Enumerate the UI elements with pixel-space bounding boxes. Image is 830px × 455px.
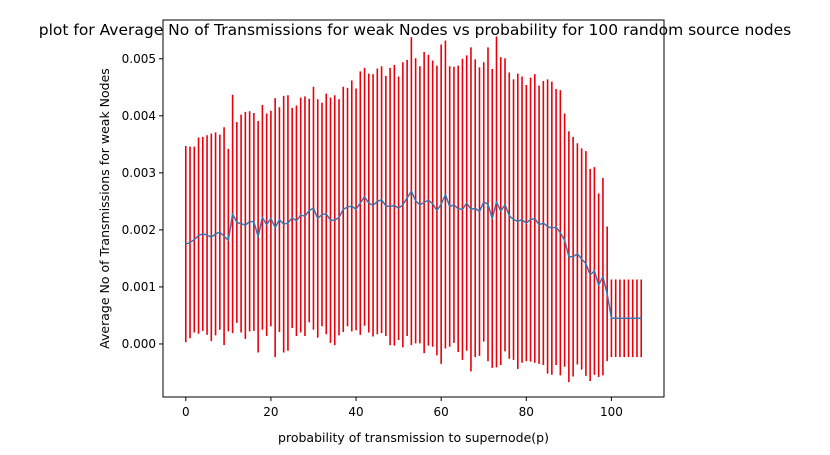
y-tick-label: 0.003 (122, 166, 156, 180)
x-tick-label: 100 (600, 405, 623, 419)
series-mean-line (185, 190, 642, 320)
y-axis-label: Average No of Transmissions for weak Nod… (97, 68, 112, 349)
mean-line-group (185, 190, 642, 320)
y-tick-label: 0.002 (122, 223, 156, 237)
x-tick-label: 60 (434, 405, 449, 419)
y-tick-label: 0.000 (122, 337, 156, 351)
y-tick-label: 0.004 (122, 109, 156, 123)
error-bars (184, 36, 643, 383)
y-axis: 0.000 0.001 0.002 0.003 0.004 0.005 (122, 52, 163, 351)
plot-frame (162, 19, 665, 398)
x-tick-label: 40 (348, 405, 363, 419)
x-axis: 0 20 40 60 80 100 (182, 397, 623, 419)
y-tick-label: 0.005 (122, 52, 156, 66)
y-tick-label: 0.001 (122, 280, 156, 294)
x-tick-label: 80 (519, 405, 534, 419)
x-tick-label: 0 (182, 405, 190, 419)
x-axis-label: probability of transmission to supernode… (278, 430, 549, 445)
chart-title: plot for Average No of Transmissions for… (39, 21, 792, 39)
x-tick-label: 20 (263, 405, 278, 419)
